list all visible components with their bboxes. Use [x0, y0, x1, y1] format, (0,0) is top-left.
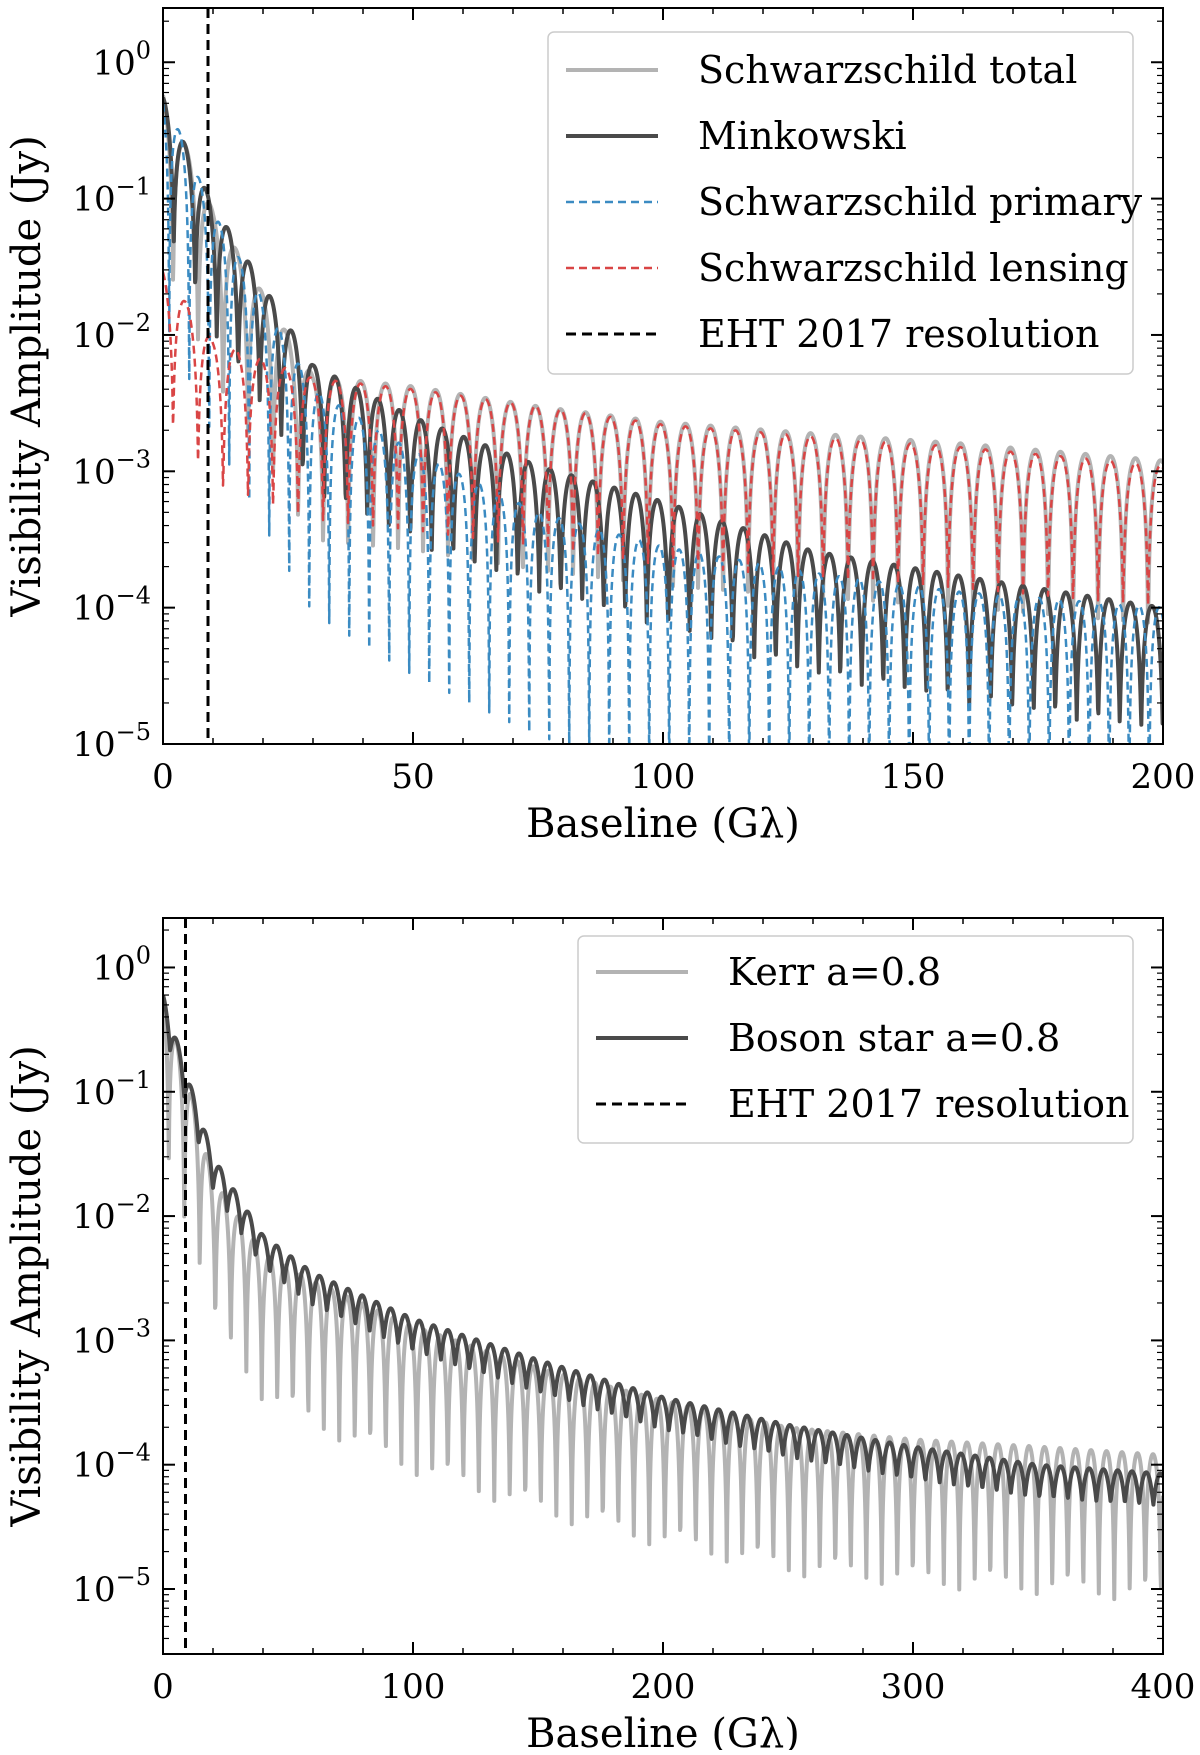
y-tick-label: 100	[92, 36, 151, 83]
legend-label-eht-resolution: EHT 2017 resolution	[698, 312, 1100, 356]
top-chart-x-axis-label: Baseline (Gλ)	[526, 801, 800, 847]
top-chart-ticks: 0 50 100 150 200 100 10−1 10−2 10−3 10−4 10−5	[72, 8, 1195, 797]
y-tick-label: 10−1	[72, 1066, 151, 1113]
y-tick-label: 10−2	[72, 309, 151, 356]
bottom-chart-ticks: 0 100 200 300 400 100 10−1 10−2 10−3 10−4 10−5	[72, 918, 1195, 1707]
bottom-chart-x-axis-label: Baseline (Gλ)	[526, 1711, 800, 1750]
legend-label-schwarzschild-total: Schwarzschild total	[698, 48, 1077, 92]
bottom-chart: 0 100 200 300 400 100 10−1 10−2 10−3 10−4 10−5 Bas…	[4, 917, 1195, 1755]
top-chart: 0 50 100 150 200 100 10−1 10−2 10−3 10−4 10−5 Base…	[4, 7, 1195, 847]
y-tick-label: 10−2	[72, 1190, 151, 1237]
x-tick-label: 100	[381, 1667, 446, 1707]
series-line-boson-star-a-0-8	[163, 994, 1163, 1507]
legend-label-schwarzschild-primary: Schwarzschild primary	[698, 180, 1143, 224]
x-tick-label: 200	[1131, 757, 1196, 797]
x-tick-label: 50	[391, 757, 434, 797]
x-tick-label: 100	[631, 757, 696, 797]
y-tick-label: 10−3	[72, 445, 151, 492]
x-tick-label: 0	[152, 757, 174, 797]
top-chart-legend-box	[547, 31, 1134, 375]
bottom-chart-series	[163, 994, 1163, 1602]
y-tick-label: 10−5	[72, 1563, 151, 1610]
x-tick-label: 200	[631, 1667, 696, 1707]
x-tick-label: 400	[1131, 1667, 1196, 1707]
y-tick-label: 10−1	[72, 173, 151, 220]
top-chart-y-axis-label: Visibility Amplitude (Jy)	[4, 135, 50, 617]
y-tick-label: 100	[92, 941, 151, 988]
bottom-chart-legend-box	[577, 935, 1134, 1144]
legend-label-boson-star: Boson star a=0.8	[728, 1016, 1060, 1060]
x-tick-label: 300	[881, 1667, 946, 1707]
y-tick-label: 10−5	[72, 718, 151, 765]
series-line-schwarzschild-primary	[163, 103, 1163, 744]
bottom-chart-legend: Kerr a=0.8 Boson star a=0.8 EHT 2017 res…	[577, 935, 1134, 1144]
x-tick-label: 0	[152, 1667, 174, 1707]
legend-label-kerr: Kerr a=0.8	[728, 950, 941, 994]
y-tick-label: 10−3	[72, 1314, 151, 1361]
legend-label-minkowski: Minkowski	[698, 114, 907, 158]
y-tick-label: 10−4	[72, 582, 151, 629]
top-chart-legend: Schwarzschild total Minkowski Schwarzsch…	[547, 31, 1143, 375]
x-tick-label: 150	[881, 757, 946, 797]
top-chart-series	[163, 94, 1163, 744]
legend-label-eht-resolution: EHT 2017 resolution	[728, 1082, 1130, 1126]
y-tick-label: 10−4	[72, 1439, 151, 1486]
series-line-schwarzschild-lensing	[163, 272, 1163, 607]
legend-label-schwarzschild-lensing: Schwarzschild lensing	[698, 246, 1129, 290]
bottom-chart-y-axis-label: Visibility Amplitude (Jy)	[4, 1045, 50, 1527]
